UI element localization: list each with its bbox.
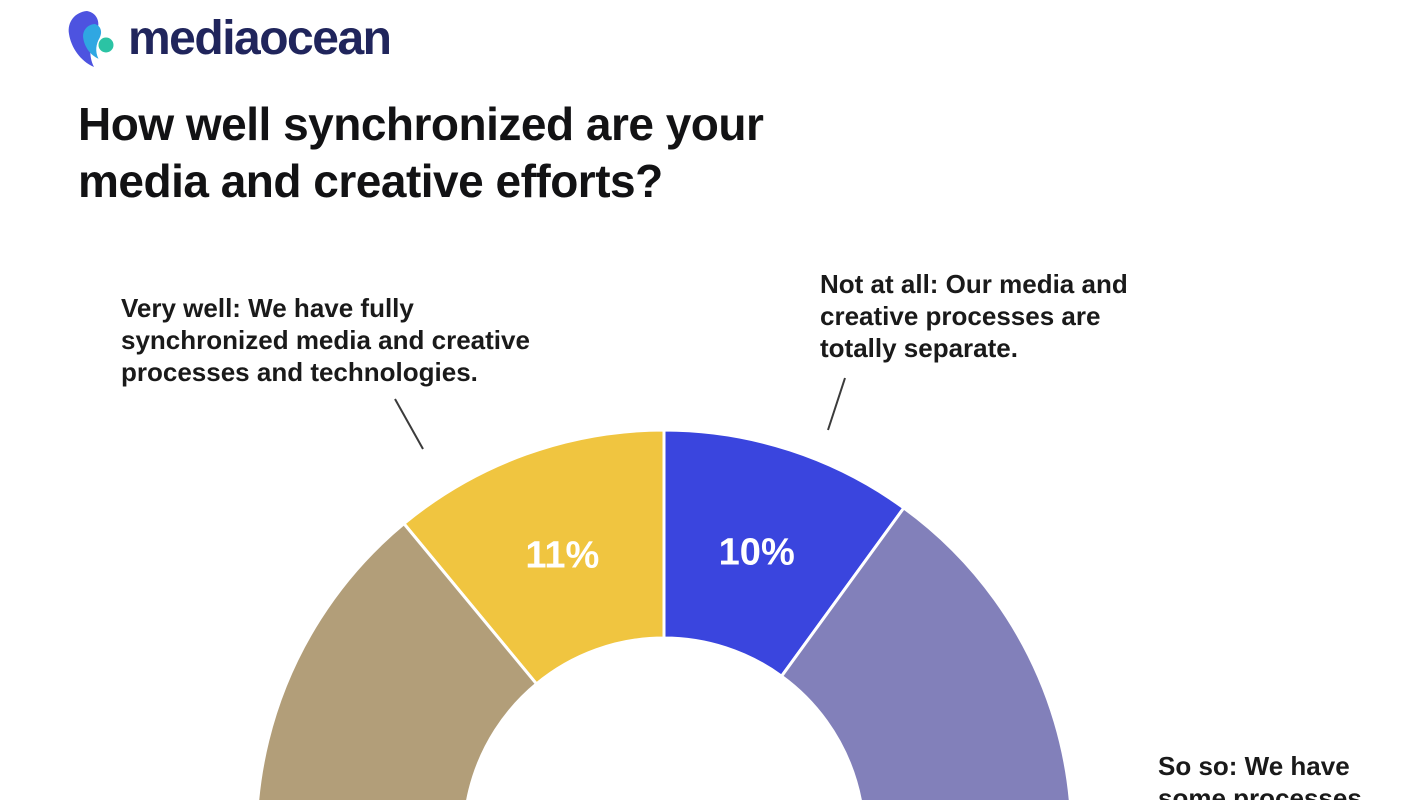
leader-line-not-at-all — [827, 377, 846, 431]
donut-segment-very-well — [401, 428, 666, 687]
logo-wave-medium — [83, 24, 102, 59]
donut-value-label-not-at-all: 10% — [718, 531, 795, 574]
mediaocean-logo-icon — [68, 11, 114, 67]
donut-segment-cut-off-left — [256, 521, 539, 800]
annotation-so-so: So so: We have some processes — [1158, 751, 1362, 800]
mediaocean-logo: mediaocean — [62, 10, 392, 68]
leader-line-very-well — [394, 398, 424, 450]
logo-dot-teal — [98, 37, 114, 53]
mediaocean-wordmark: mediaocean — [128, 12, 392, 65]
donut-value-label-very-well: 11% — [525, 534, 600, 577]
page-title: How well synchronized are your media and… — [78, 98, 764, 207]
donut-segment-so-so — [779, 505, 1072, 800]
annotation-very-well: Very well: We have fully synchronized me… — [121, 293, 530, 387]
annotation-not-at-all: Not at all: Our media and creative proce… — [820, 269, 1128, 363]
donut-segment-not-at-all — [662, 428, 906, 679]
